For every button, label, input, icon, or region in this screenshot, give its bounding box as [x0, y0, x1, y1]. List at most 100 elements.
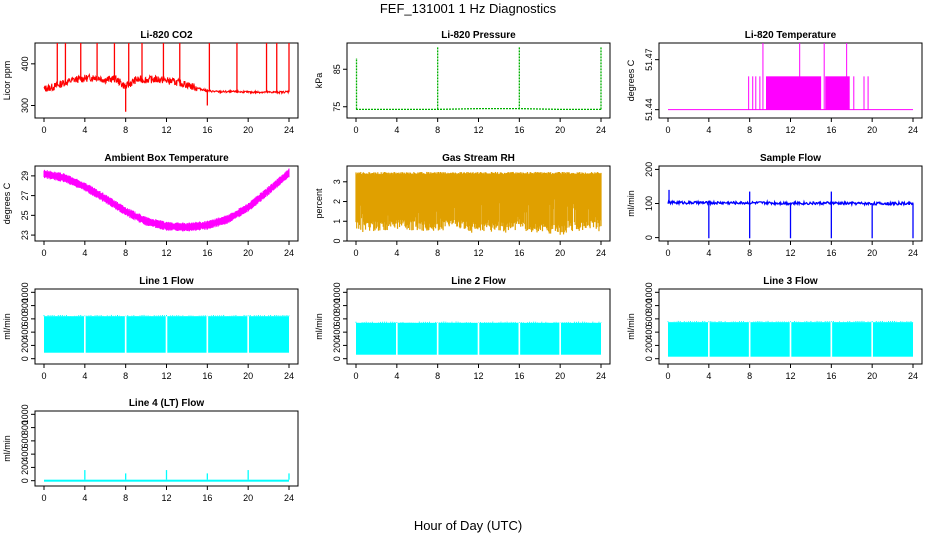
x-tick-label: 16 — [826, 371, 836, 381]
chart-title: Li-820 Temperature — [745, 30, 837, 41]
x-tick-label: 8 — [435, 125, 440, 135]
x-tick-label: 12 — [785, 125, 795, 135]
y-tick-label: 85 — [332, 64, 342, 74]
plot-area — [667, 189, 914, 239]
y-tick-label: 800 — [644, 298, 654, 313]
flow-band — [520, 322, 560, 355]
x-tick-label: 16 — [202, 493, 212, 503]
y-tick-label: 0 — [644, 356, 654, 361]
x-tick-label: 0 — [665, 248, 670, 258]
y-tick-label: 3 — [332, 179, 342, 184]
y-axis-label: Licor ppm — [2, 61, 12, 101]
chart-sample-flow: Sample Flow ml/min 0 4 8 12 16 20 24 0 100 200 — [626, 153, 923, 258]
plot-area — [355, 171, 602, 235]
flow-band — [208, 316, 248, 353]
y-tick-label: 23 — [20, 230, 30, 240]
x-tick-label: 4 — [82, 493, 87, 503]
y-tick-label: 600 — [20, 311, 30, 326]
x-tick-label: 8 — [747, 371, 752, 381]
x-tick-label: 0 — [353, 371, 358, 381]
x-tick-label: 12 — [473, 371, 483, 381]
series-line — [356, 107, 601, 111]
x-tick-label: 20 — [867, 248, 877, 258]
x-tick-label: 8 — [123, 371, 128, 381]
chart-title: Line 4 (LT) Flow — [129, 398, 205, 409]
y-tick-label: 51.44 — [644, 98, 654, 121]
x-tick-label: 20 — [555, 371, 565, 381]
flow-band — [167, 316, 207, 353]
y-tick-label: 75 — [332, 102, 342, 112]
flow-band — [750, 322, 790, 357]
x-tick-label: 12 — [161, 371, 171, 381]
x-axis-caption: Hour of Day (UTC) — [413, 518, 523, 533]
chart-line-1-flow: Line 1 Flow ml/min 0 4 8 12 16 20 24 0 20040060080… — [2, 276, 299, 381]
x-tick-label: 20 — [555, 125, 565, 135]
y-tick-label: 200 — [20, 338, 30, 353]
y-tick-label: 0 — [332, 356, 342, 361]
y-tick-label: 400 — [644, 325, 654, 340]
flow-band — [479, 322, 519, 355]
flow-band — [85, 316, 125, 353]
flow-band — [832, 322, 872, 357]
y-tick-label: 1000 — [20, 282, 30, 302]
y-tick-label: 200 — [644, 162, 654, 177]
chart-title: Li-820 Pressure — [441, 30, 516, 41]
x-tick-label: 24 — [284, 125, 294, 135]
x-tick-label: 16 — [826, 125, 836, 135]
x-tick-label: 0 — [41, 493, 46, 503]
y-tick-label: 25 — [20, 210, 30, 220]
chart-title: Li-820 CO2 — [140, 30, 193, 41]
y-axis-label: percent — [314, 188, 324, 219]
x-tick-label: 8 — [747, 248, 752, 258]
x-tick-label: 12 — [785, 371, 795, 381]
x-tick-label: 4 — [706, 125, 711, 135]
x-tick-label: 24 — [908, 248, 918, 258]
x-tick-label: 8 — [435, 248, 440, 258]
y-tick-label: 400 — [20, 56, 30, 71]
y-tick-label: 0 — [332, 238, 342, 243]
x-tick-label: 20 — [555, 248, 565, 258]
x-tick-label: 20 — [243, 371, 253, 381]
flow-band — [560, 322, 601, 355]
y-tick-label: 100 — [644, 196, 654, 211]
x-tick-label: 8 — [747, 125, 752, 135]
y-tick-label: 0 — [20, 478, 30, 483]
y-tick-label: 1000 — [644, 282, 654, 302]
x-tick-label: 12 — [785, 248, 795, 258]
y-tick-label: 400 — [20, 325, 30, 340]
plot-area — [667, 320, 914, 357]
x-tick-label: 20 — [243, 248, 253, 258]
x-tick-label: 4 — [82, 125, 87, 135]
x-tick-label: 16 — [514, 125, 524, 135]
y-tick-label: 800 — [332, 298, 342, 313]
x-tick-label: 0 — [353, 248, 358, 258]
x-tick-label: 24 — [284, 248, 294, 258]
x-tick-label: 16 — [826, 248, 836, 258]
y-axis-label: ml/min — [626, 313, 636, 340]
x-tick-label: 20 — [867, 371, 877, 381]
plot-area — [44, 470, 290, 482]
y-tick-label: 0 — [644, 235, 654, 240]
y-tick-label: 200 — [332, 338, 342, 353]
x-tick-label: 4 — [706, 371, 711, 381]
x-tick-label: 24 — [284, 493, 294, 503]
chart-line-4-lt-flow: Line 4 (LT) Flow ml/min 0 4 8 12 16 20 24 0 200400… — [2, 398, 299, 503]
y-tick-label: 2 — [332, 199, 342, 204]
y-tick-label: 200 — [20, 460, 30, 475]
x-tick-label: 24 — [908, 371, 918, 381]
chart-title: Gas Stream RH — [442, 153, 515, 164]
y-axis-label: ml/min — [2, 313, 12, 340]
flow-band — [44, 316, 85, 353]
x-tick-label: 24 — [596, 125, 606, 135]
flow-band — [709, 322, 749, 357]
chart-title: Line 3 Flow — [763, 276, 818, 287]
chart-title: Sample Flow — [760, 153, 821, 164]
x-tick-label: 12 — [473, 125, 483, 135]
x-tick-label: 24 — [908, 125, 918, 135]
x-tick-label: 0 — [41, 125, 46, 135]
x-tick-label: 16 — [202, 371, 212, 381]
x-tick-label: 4 — [394, 248, 399, 258]
flow-band — [872, 322, 913, 357]
